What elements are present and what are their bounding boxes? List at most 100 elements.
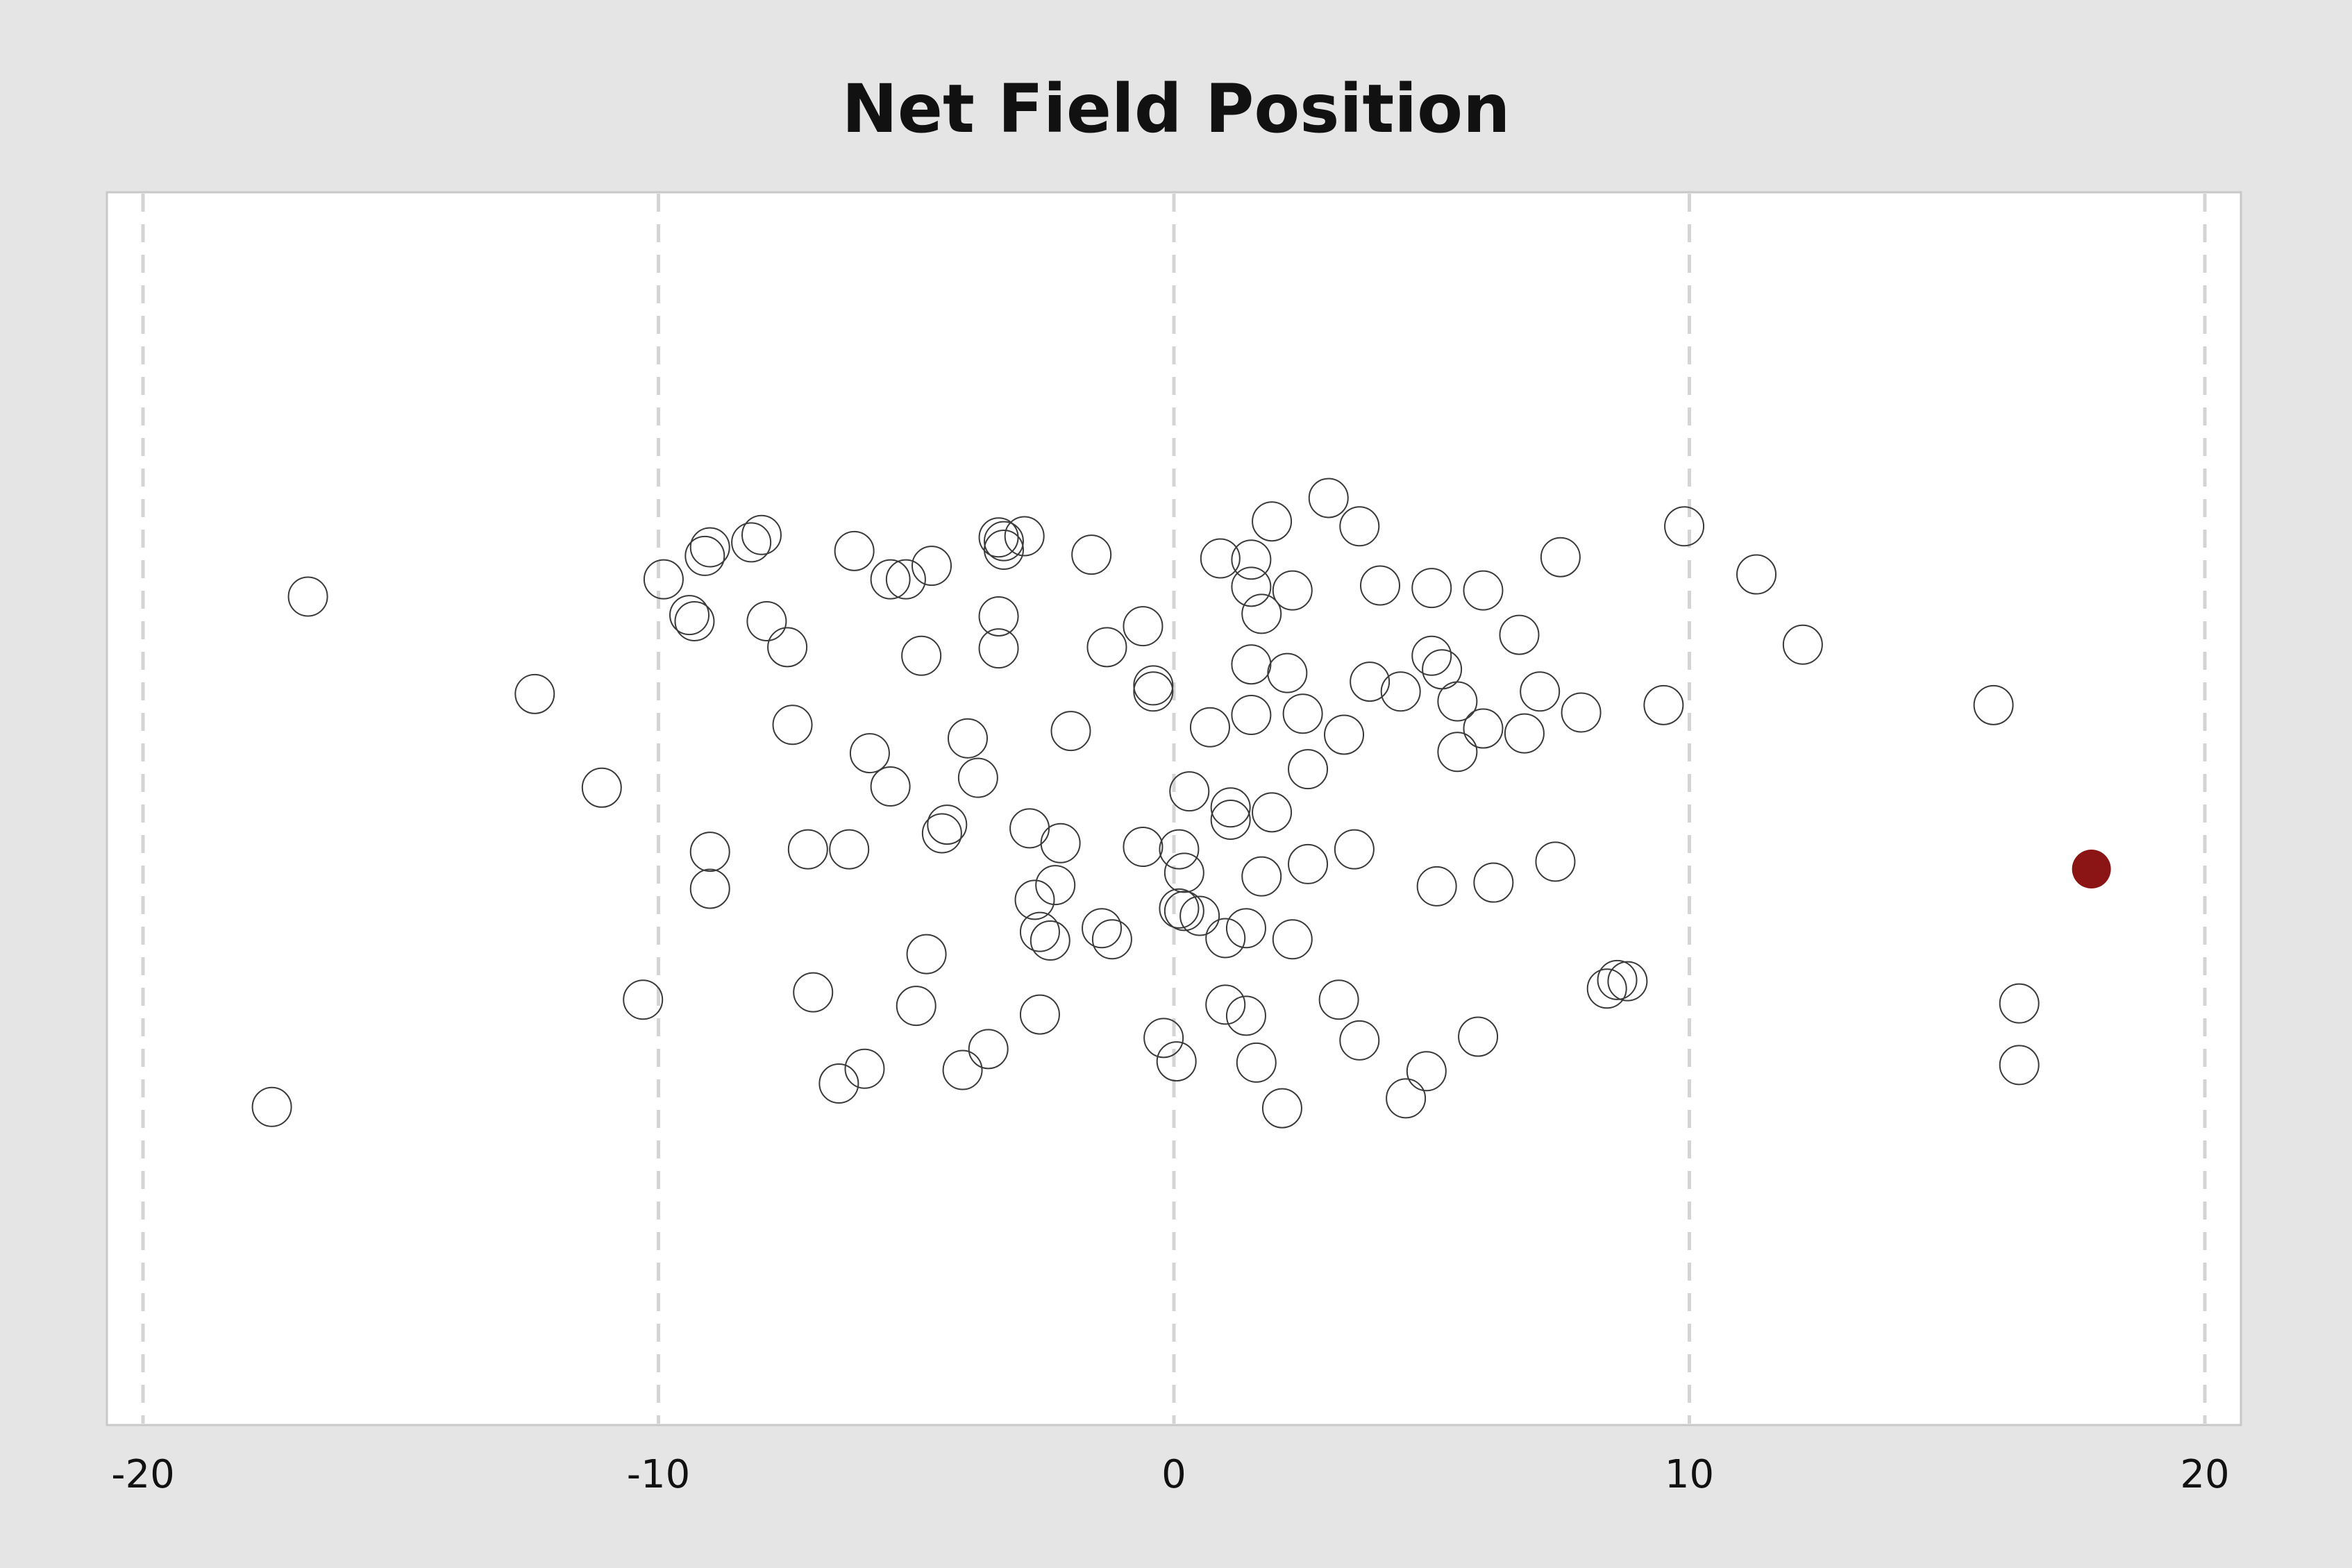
- data-point: [1339, 1020, 1380, 1061]
- data-point: [896, 986, 936, 1027]
- data-point: [1540, 537, 1581, 578]
- data-point: [287, 576, 328, 617]
- data-point: [1210, 787, 1251, 828]
- data-point: [1086, 627, 1127, 668]
- data-point: [1236, 1042, 1277, 1083]
- data-point: [901, 635, 942, 676]
- data-point: [767, 627, 808, 668]
- data-point: [1071, 534, 1112, 575]
- x-tick-label: 20: [2180, 1452, 2229, 1497]
- data-point: [1030, 920, 1070, 961]
- data-point: [1267, 652, 1308, 693]
- data-point: [1035, 865, 1076, 906]
- data-point: [1324, 714, 1365, 755]
- data-point: [968, 1029, 1009, 1070]
- data-point: [1123, 606, 1164, 647]
- data-point: [1288, 749, 1329, 790]
- data-point: [514, 673, 555, 714]
- data-point: [1123, 827, 1164, 868]
- data-point: [849, 733, 890, 774]
- data-point: [957, 757, 998, 798]
- data-point: [689, 868, 730, 909]
- data-point: [870, 766, 911, 807]
- data-point: [1050, 711, 1091, 752]
- x-tick-labels: -20 -10 0 10 20: [111, 1452, 2229, 1497]
- data-point: [1437, 732, 1478, 773]
- data-point: [1143, 1018, 1184, 1059]
- data-point: [1463, 570, 1504, 611]
- data-point: [1380, 671, 1421, 712]
- data-point: [1241, 593, 1282, 634]
- data-point: [1520, 671, 1561, 712]
- data-point: [1200, 538, 1241, 579]
- data-point: [1225, 995, 1266, 1036]
- data-point: [1416, 866, 1457, 907]
- data-point: [689, 832, 730, 872]
- data-point: [1411, 635, 1452, 676]
- data-point: [1040, 823, 1081, 863]
- data-point: [1973, 684, 2014, 725]
- data-points: [251, 478, 2111, 1129]
- data-point: [1664, 506, 1705, 547]
- data-point: [772, 705, 813, 745]
- data-point: [947, 718, 988, 759]
- data-point: [689, 527, 730, 568]
- data-point: [643, 559, 684, 600]
- data-point: [1782, 624, 1823, 665]
- data-point: [1499, 614, 1540, 655]
- data-point: [741, 514, 782, 555]
- data-point: [793, 972, 834, 1013]
- data-point: [1159, 829, 1200, 870]
- data-point: [1261, 1088, 1302, 1129]
- data-point: [921, 813, 962, 854]
- data-point: [746, 601, 787, 642]
- data-point: [1205, 918, 1246, 959]
- data-point: [912, 546, 952, 587]
- data-point: [1159, 888, 1200, 929]
- data-point: [1736, 554, 1777, 595]
- data-point: [1231, 566, 1272, 607]
- data-point: [885, 559, 926, 600]
- data-point: [1473, 862, 1514, 903]
- data-point: [1082, 908, 1123, 949]
- data-point: [1411, 568, 1452, 609]
- data-point: [787, 829, 828, 870]
- data-point: [978, 628, 1019, 669]
- data-point: [1334, 829, 1375, 870]
- data-point: [1004, 516, 1045, 557]
- data-point: [1156, 1041, 1197, 1082]
- data-point: [1231, 539, 1272, 580]
- data-point: [1205, 984, 1246, 1025]
- data-point: [1386, 1078, 1427, 1119]
- data-point: [1282, 693, 1323, 734]
- data-point: [983, 521, 1024, 562]
- data-point: [1597, 959, 1638, 1000]
- data-point: [1164, 891, 1204, 931]
- data-point: [1339, 506, 1380, 547]
- data-point: [1586, 968, 1627, 1009]
- data-point: [1535, 841, 1576, 882]
- data-point: [1360, 565, 1401, 606]
- data-point: [844, 1048, 885, 1089]
- data-point: [829, 829, 870, 870]
- data-point: [1643, 684, 1684, 725]
- data-point: [623, 979, 664, 1020]
- x-tick-label: 10: [1665, 1452, 1714, 1497]
- data-point: [1189, 707, 1230, 748]
- data-point: [1014, 879, 1055, 920]
- data-point: [1019, 994, 1060, 1035]
- data-point: [1561, 692, 1602, 733]
- data-point: [1406, 1051, 1447, 1092]
- data-point: [1504, 713, 1545, 754]
- data-point: [1607, 961, 1648, 1002]
- data-point: [818, 1063, 859, 1104]
- data-point: [1231, 695, 1272, 736]
- data-point: [1179, 895, 1220, 936]
- data-point: [1318, 979, 1359, 1020]
- data-point: [1288, 843, 1329, 884]
- x-tick-label: -20: [111, 1452, 174, 1497]
- data-point: [684, 535, 725, 576]
- data-point: [1225, 908, 1266, 949]
